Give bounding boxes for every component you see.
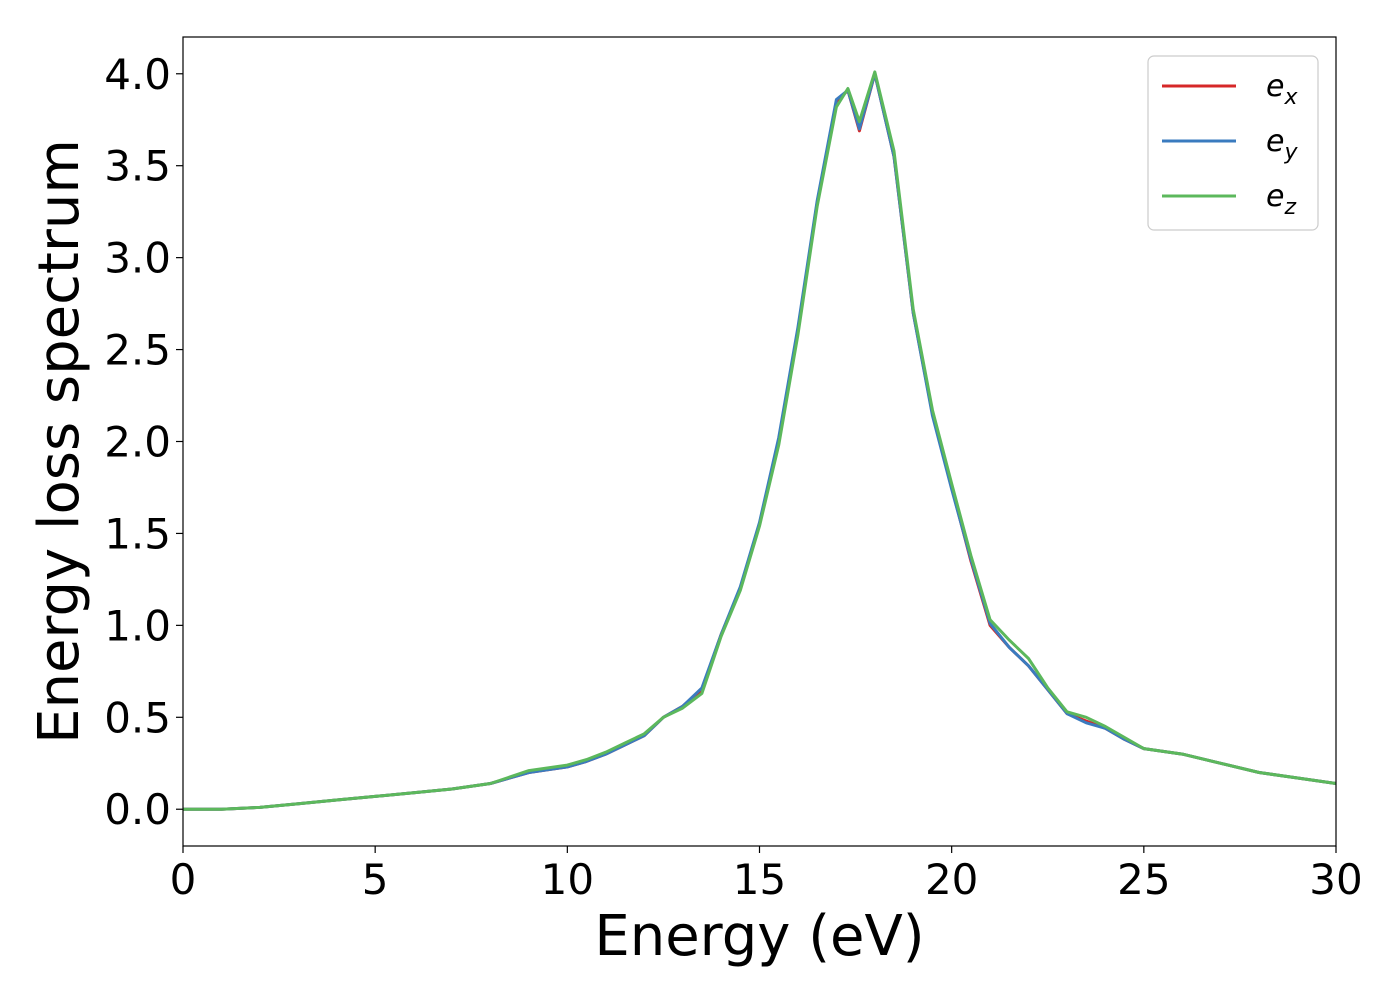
y-tick-label: 3.0 bbox=[104, 234, 171, 283]
x-tick-label: 25 bbox=[1117, 855, 1170, 904]
y-ticks: 0.0 0.5 1.0 1.5 2.0 2.5 3.0 3.5 4.0 bbox=[104, 50, 183, 834]
y-tick-label: 2.5 bbox=[104, 326, 171, 375]
legend-label-e_y: ey bbox=[1266, 124, 1298, 165]
x-tick-label: 0 bbox=[170, 855, 197, 904]
x-tick-label: 10 bbox=[541, 855, 594, 904]
legend-label-e_z: ez bbox=[1266, 179, 1296, 220]
y-tick-label: 0.0 bbox=[104, 785, 171, 834]
y-tick-label: 2.0 bbox=[104, 418, 171, 467]
series-layer bbox=[183, 70, 1337, 811]
x-ticks: 0 5 10 15 20 25 30 bbox=[170, 846, 1363, 904]
x-tick-label: 20 bbox=[925, 855, 978, 904]
y-axis-title: Energy loss spectrum bbox=[27, 139, 92, 744]
y-tick-label: 1.5 bbox=[104, 509, 171, 558]
x-tick-label: 30 bbox=[1309, 855, 1362, 904]
y-tick-label: 1.0 bbox=[104, 601, 171, 650]
x-axis-title: Energy (eV) bbox=[594, 904, 924, 969]
legend-label-e_x: ex bbox=[1266, 69, 1298, 110]
y-tick-label: 4.0 bbox=[104, 50, 171, 99]
series-line-e_z bbox=[183, 70, 1337, 811]
y-tick-label: 3.5 bbox=[104, 142, 171, 191]
legend-box bbox=[1147, 55, 1319, 231]
x-tick-label: 5 bbox=[362, 855, 389, 904]
legend: ex ey ez bbox=[1147, 55, 1319, 231]
y-tick-label: 0.5 bbox=[104, 693, 171, 742]
x-tick-label: 15 bbox=[733, 855, 786, 904]
